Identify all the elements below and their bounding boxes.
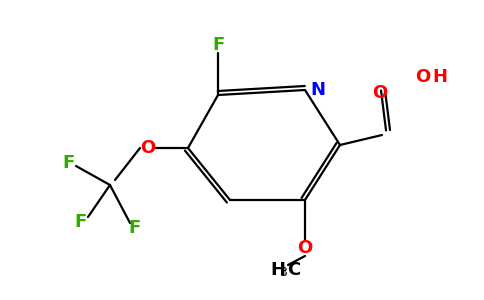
Text: F: F xyxy=(62,154,74,172)
Text: 3: 3 xyxy=(279,266,287,280)
Text: O: O xyxy=(372,84,388,102)
Text: H: H xyxy=(270,261,285,279)
Text: F: F xyxy=(74,213,86,231)
Text: N: N xyxy=(310,81,325,99)
Text: O: O xyxy=(415,68,430,86)
Text: H: H xyxy=(432,68,447,86)
Text: F: F xyxy=(212,36,224,54)
Text: O: O xyxy=(140,139,156,157)
Text: O: O xyxy=(297,239,313,257)
Text: C: C xyxy=(287,261,300,279)
Text: F: F xyxy=(129,219,141,237)
